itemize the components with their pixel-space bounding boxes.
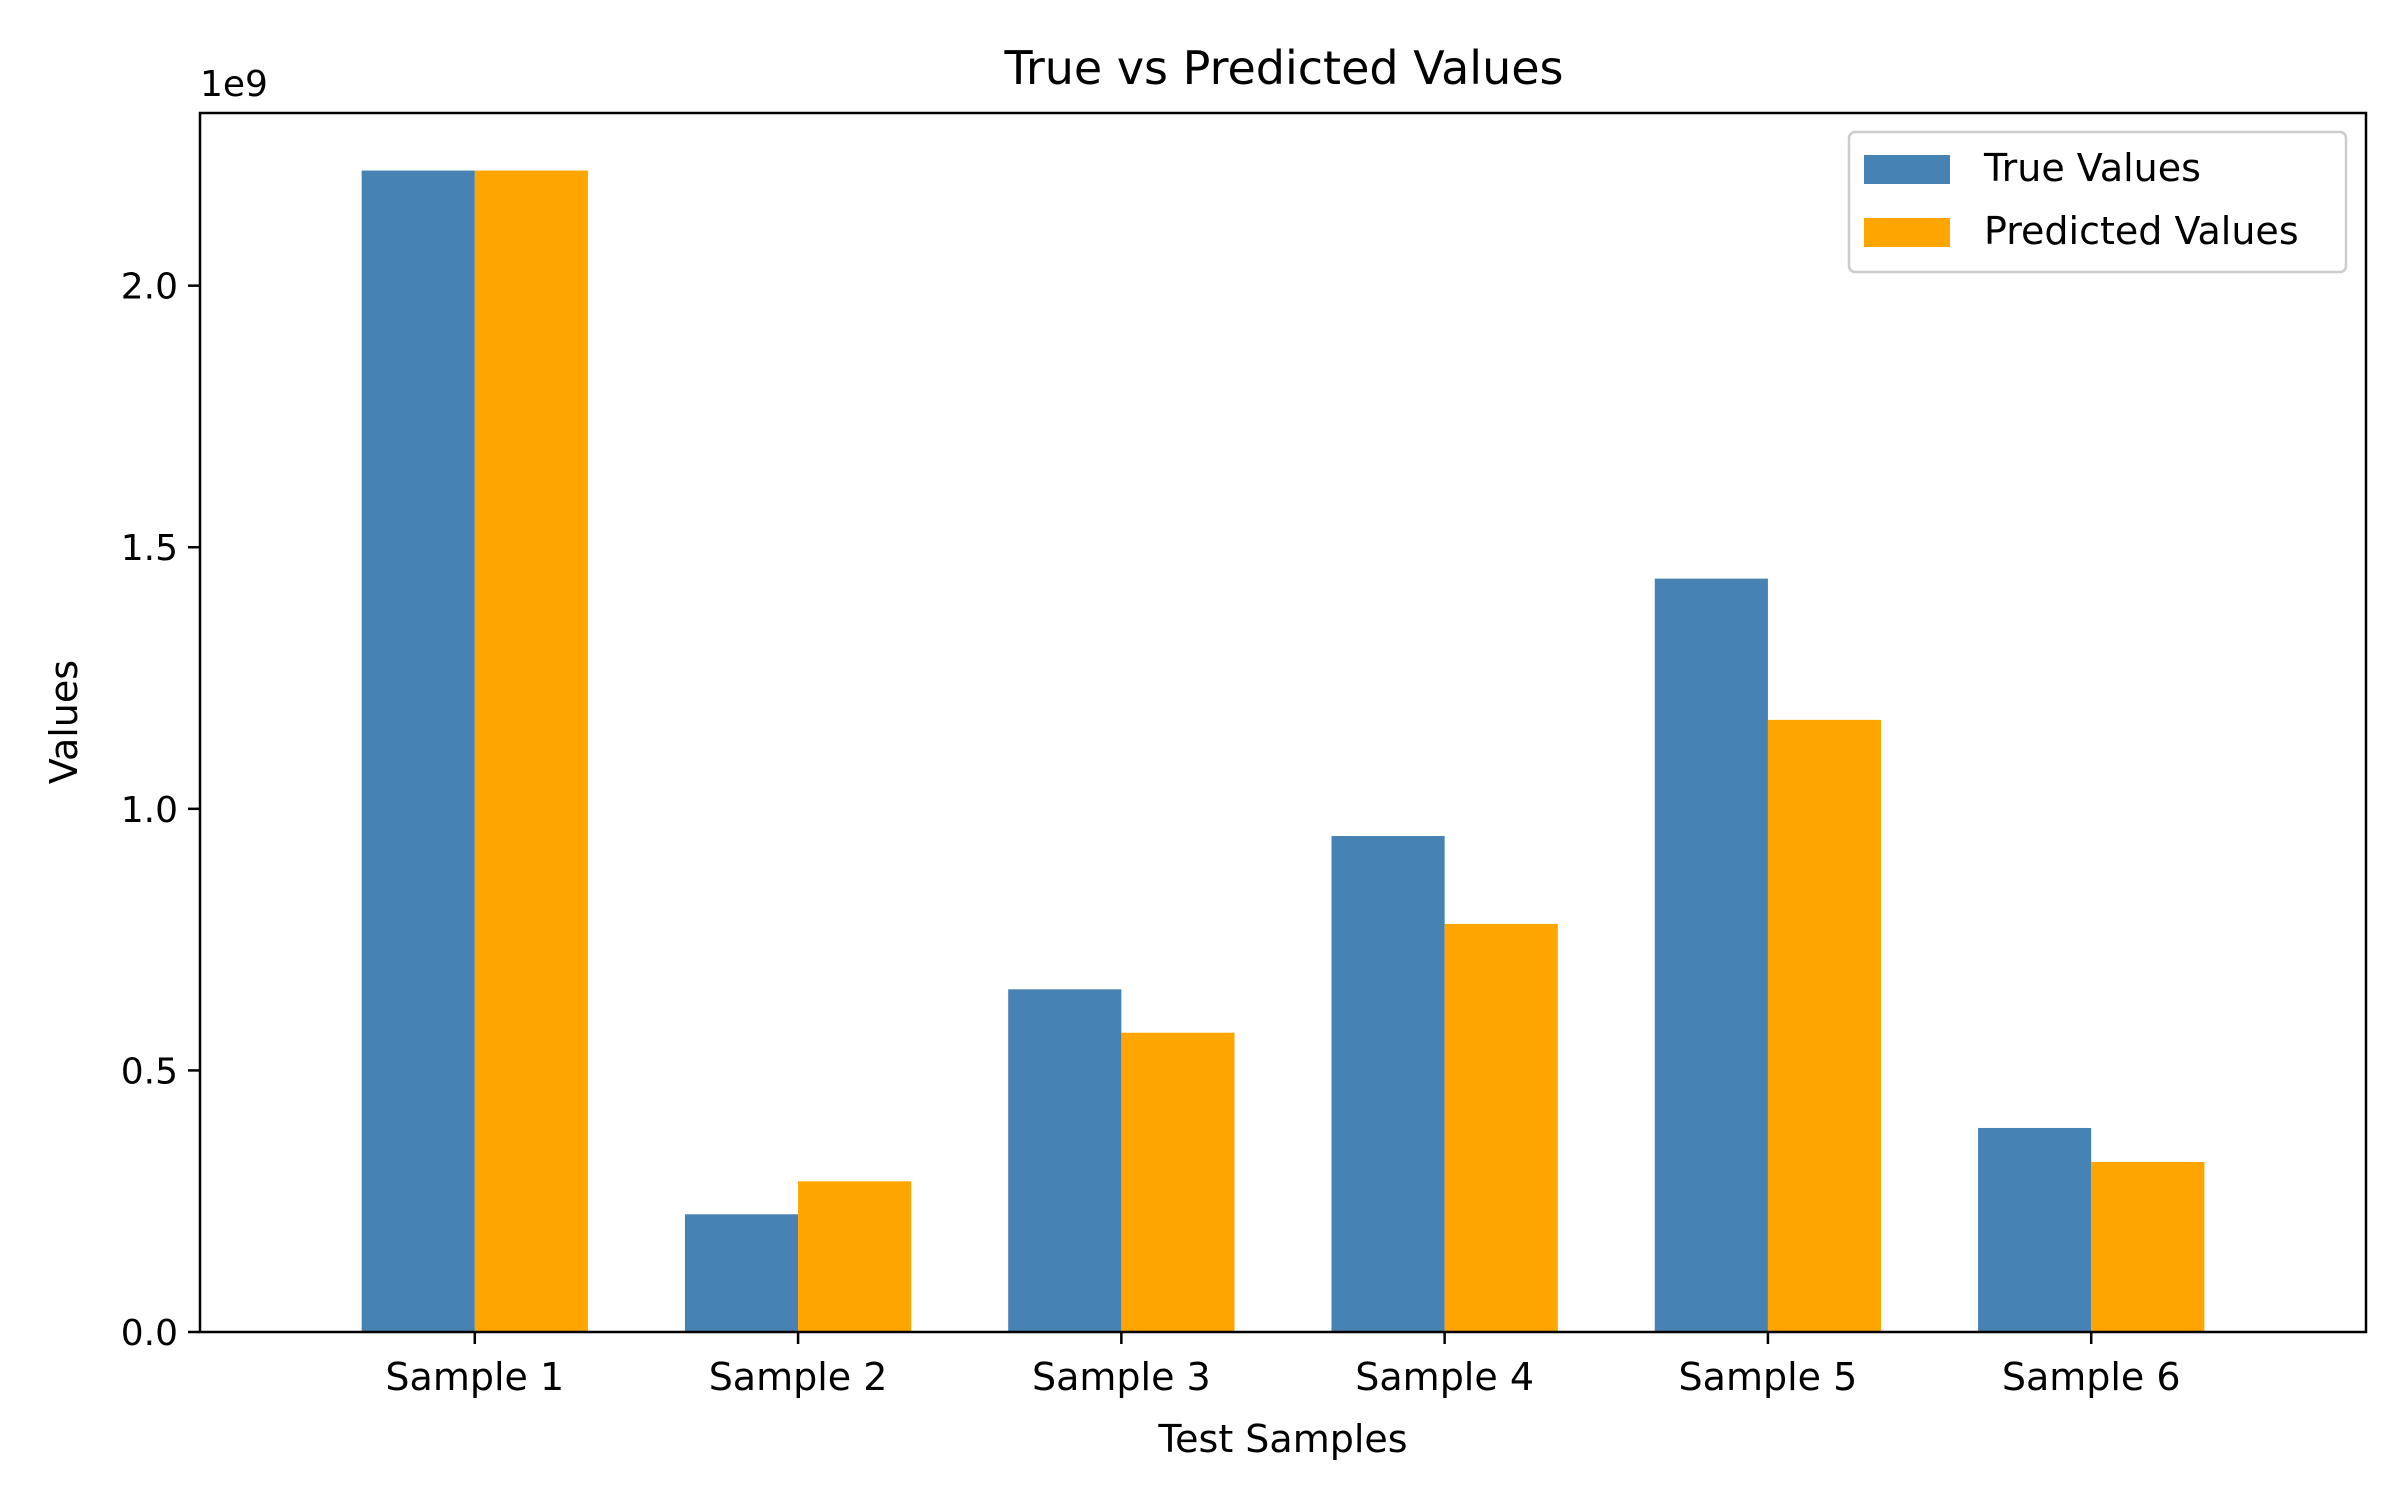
- bar-true-values-sample-5: [1654, 578, 1768, 1332]
- x-tick-label: Sample 2: [709, 1355, 888, 1399]
- y-axis-ticks: 0.0 0.5 1.0 1.5 2.0: [121, 267, 200, 1354]
- bar-predicted-values-sample-1: [474, 170, 588, 1332]
- x-tick-label: Sample 3: [1032, 1355, 1211, 1399]
- y-axis-label: Values: [42, 660, 86, 784]
- bar-true-values-sample-2: [684, 1214, 799, 1332]
- y-tick-label: 1.0: [121, 790, 178, 831]
- x-tick-label: Sample 5: [1679, 1355, 1858, 1399]
- y-axis-offset-label: 1e9: [200, 64, 268, 105]
- x-axis-label: Test Samples: [1157, 1417, 1407, 1461]
- x-tick-label: Sample 1: [385, 1355, 564, 1399]
- y-tick-label: 0.0: [121, 1313, 178, 1354]
- legend-label-true-values: True Values: [1983, 146, 2201, 190]
- legend: True Values Predicted Values: [1847, 130, 2348, 274]
- bar-predicted-values-sample-5: [1767, 719, 1882, 1332]
- legend-label-predicted-values: Predicted Values: [1984, 209, 2299, 253]
- bar-true-values-sample-4: [1331, 836, 1445, 1332]
- y-tick-label: 1.5: [121, 528, 178, 569]
- plot-area-frame: [198, 111, 2368, 1334]
- legend-box: [1847, 130, 2348, 274]
- y-tick-label: 2.0: [121, 267, 178, 308]
- bar-predicted-values-sample-4: [1444, 923, 1558, 1332]
- bar-predicted-values-sample-6: [2091, 1161, 2205, 1332]
- x-tick-label: Sample 4: [1355, 1355, 1534, 1399]
- x-tick-label: Sample 6: [2002, 1355, 2181, 1399]
- legend-swatch-true-values: [1864, 155, 1950, 184]
- bar-predicted-values-sample-3: [1121, 1032, 1235, 1332]
- y-tick-label: 0.5: [121, 1051, 178, 1092]
- legend-swatch-predicted-values: [1864, 218, 1950, 247]
- x-axis-ticks: Sample 1 Sample 2 Sample 3 Sample 4 Sample 5…: [385, 1332, 2181, 1399]
- bar-predicted-values-sample-2: [798, 1181, 912, 1332]
- bar-true-values-sample-1: [361, 170, 475, 1332]
- chart-title: True vs Predicted Values: [1004, 41, 1564, 95]
- bar-true-values-sample-6: [1978, 1127, 2092, 1332]
- bar-true-values-sample-3: [1008, 989, 1122, 1332]
- bars-layer: [361, 170, 2205, 1332]
